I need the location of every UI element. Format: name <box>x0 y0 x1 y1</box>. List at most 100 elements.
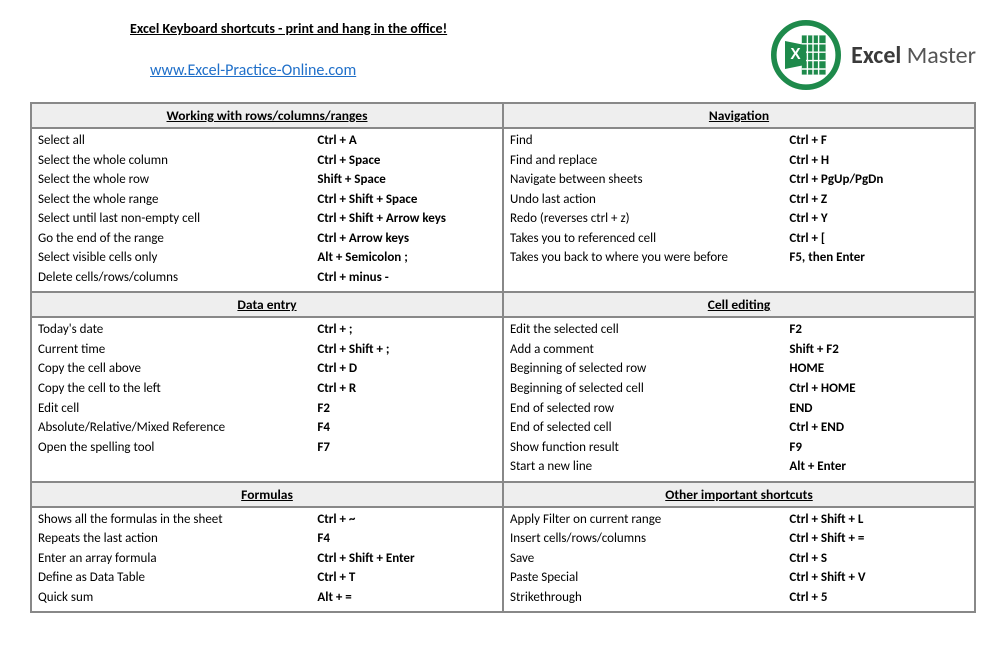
shortcut-keys: Ctrl + Shift + Arrow keys <box>317 210 496 228</box>
section-header: Cell editing <box>503 292 975 317</box>
shortcut-description: Redo (reverses ctrl + z) <box>510 210 789 228</box>
shortcut-keys: Ctrl + Shift + L <box>789 511 968 529</box>
shortcut-keys: Ctrl + S <box>789 550 968 568</box>
shortcut-row: Current timeCtrl + Shift + ; <box>38 340 496 360</box>
shortcut-row: Select visible cells onlyAlt + Semicolon… <box>38 248 496 268</box>
shortcut-keys: Ctrl + Arrow keys <box>317 230 496 248</box>
shortcut-keys: Ctrl + Shift + Enter <box>317 550 496 568</box>
shortcut-description: Select visible cells only <box>38 249 317 267</box>
section-body: Shows all the formulas in the sheet Ctrl … <box>31 507 503 613</box>
section-body: Today's dateCtrl + ;Current timeCtrl + S… <box>31 317 503 481</box>
shortcut-row: Show function resultF9 <box>510 438 968 458</box>
shortcut-keys: Ctrl + Z <box>789 191 968 209</box>
shortcut-sheet: Working with rows/columns/rangesNavigati… <box>30 102 976 613</box>
shortcut-keys: Ctrl + T <box>317 569 496 587</box>
logo-word-1: Excel <box>851 41 901 70</box>
shortcut-row: Beginning of selected rowHOME <box>510 359 968 379</box>
shortcut-description: Paste Special <box>510 569 789 587</box>
shortcut-keys: Ctrl + HOME <box>789 380 968 398</box>
shortcut-keys: F4 <box>317 530 496 548</box>
logo-block: X Excel Master <box>771 20 976 90</box>
shortcut-row: Shows all the formulas in the sheetCtrl … <box>38 510 496 530</box>
shortcut-description: Copy the cell to the left <box>38 380 317 398</box>
svg-text:X: X <box>790 46 801 63</box>
shortcut-description: Select the whole column <box>38 152 317 170</box>
shortcut-keys: Ctrl + Shift + Space <box>317 191 496 209</box>
shortcut-description: Select all <box>38 132 317 150</box>
shortcut-keys: HOME <box>789 360 968 378</box>
shortcut-row: Find and replaceCtrl + H <box>510 151 968 171</box>
shortcut-keys: Ctrl + D <box>317 360 496 378</box>
shortcut-description: End of selected cell <box>510 419 789 437</box>
shortcut-keys: F7 <box>317 439 496 457</box>
shortcut-description: Edit cell <box>38 400 317 418</box>
shortcut-description: End of selected row <box>510 400 789 418</box>
shortcut-keys: Ctrl + Shift + = <box>789 530 968 548</box>
shortcut-row: Apply Filter on current rangeCtrl + Shif… <box>510 510 968 530</box>
shortcut-keys: F2 <box>789 321 968 339</box>
section-header: Navigation <box>503 103 975 128</box>
shortcut-row: Quick sumAlt + = <box>38 588 496 608</box>
shortcut-row: Copy the cell to the leftCtrl + R <box>38 379 496 399</box>
shortcut-description: Save <box>510 550 789 568</box>
section-header: Working with rows/columns/ranges <box>31 103 503 128</box>
shortcut-row: Takes you to referenced cellCtrl + [ <box>510 229 968 249</box>
shortcut-row: Select the whole rangeCtrl + Shift + Spa… <box>38 190 496 210</box>
shortcut-row: Repeats the last actionF4 <box>38 529 496 549</box>
shortcut-keys: Ctrl + 5 <box>789 589 968 607</box>
shortcut-keys: F4 <box>317 419 496 437</box>
shortcut-row: Today's dateCtrl + ; <box>38 320 496 340</box>
section-body: Select allCtrl + ASelect the whole colum… <box>31 128 503 292</box>
shortcut-keys: Alt + = <box>317 589 496 607</box>
logo-text: Excel Master <box>851 41 976 70</box>
shortcut-row: SaveCtrl + S <box>510 549 968 569</box>
shortcut-keys: Ctrl + Y <box>789 210 968 228</box>
header-left: Excel Keyboard shortcuts - print and han… <box>30 20 731 80</box>
shortcut-description: Start a new line <box>510 458 789 476</box>
logo-word-2: Master <box>907 41 976 70</box>
shortcut-row: Edit cellF2 <box>38 399 496 419</box>
practice-url-link[interactable]: www.Excel-Practice-Online.com <box>150 61 356 80</box>
shortcut-keys: Shift + F2 <box>789 341 968 359</box>
shortcut-row: Insert cells/rows/columnsCtrl + Shift + … <box>510 529 968 549</box>
shortcut-keys: Ctrl + ; <box>317 321 496 339</box>
shortcut-row: Beginning of selected cellCtrl + HOME <box>510 379 968 399</box>
shortcut-keys: Ctrl + Shift + ; <box>317 341 496 359</box>
shortcut-row: Enter an array formulaCtrl + Shift + Ent… <box>38 549 496 569</box>
shortcut-row: Redo (reverses ctrl + z)Ctrl + Y <box>510 209 968 229</box>
shortcut-description: Apply Filter on current range <box>510 511 789 529</box>
shortcut-row: Start a new lineAlt + Enter <box>510 457 968 477</box>
shortcut-keys: Ctrl + R <box>317 380 496 398</box>
shortcut-description: Select the whole row <box>38 171 317 189</box>
shortcut-keys: Ctrl + F <box>789 132 968 150</box>
shortcut-description: Enter an array formula <box>38 550 317 568</box>
shortcut-row: Takes you back to where you were beforeF… <box>510 248 968 268</box>
section-header: Other important shortcuts <box>503 482 975 507</box>
shortcut-description: Strikethrough <box>510 589 789 607</box>
section-body: Apply Filter on current rangeCtrl + Shif… <box>503 507 975 613</box>
shortcut-description: Define as Data Table <box>38 569 317 587</box>
shortcut-description: Today's date <box>38 321 317 339</box>
shortcut-description: Takes you back to where you were before <box>510 249 789 267</box>
shortcut-description: Shows all the formulas in the sheet <box>38 511 317 529</box>
shortcut-row: StrikethroughCtrl + 5 <box>510 588 968 608</box>
shortcut-row: Select allCtrl + A <box>38 131 496 151</box>
shortcut-description: Repeats the last action <box>38 530 317 548</box>
shortcut-row: Paste SpecialCtrl + Shift + V <box>510 568 968 588</box>
shortcut-keys: Ctrl + A <box>317 132 496 150</box>
shortcut-keys: END <box>789 400 968 418</box>
shortcut-description: Edit the selected cell <box>510 321 789 339</box>
section-body: Edit the selected cellF2Add a commentShi… <box>503 317 975 481</box>
shortcut-description: Quick sum <box>38 589 317 607</box>
shortcut-row: End of selected cellCtrl + END <box>510 418 968 438</box>
shortcut-description: Takes you to referenced cell <box>510 230 789 248</box>
shortcut-keys: Alt + Enter <box>789 458 968 476</box>
shortcut-description: Undo last action <box>510 191 789 209</box>
shortcut-row: Copy the cell aboveCtrl + D <box>38 359 496 379</box>
shortcut-keys: Alt + Semicolon ; <box>317 249 496 267</box>
shortcut-keys: Ctrl + Shift + V <box>789 569 968 587</box>
shortcut-description: Add a comment <box>510 341 789 359</box>
shortcut-row: Select the whole columnCtrl + Space <box>38 151 496 171</box>
shortcut-keys: F9 <box>789 439 968 457</box>
page-title: Excel Keyboard shortcuts - print and han… <box>130 20 731 37</box>
